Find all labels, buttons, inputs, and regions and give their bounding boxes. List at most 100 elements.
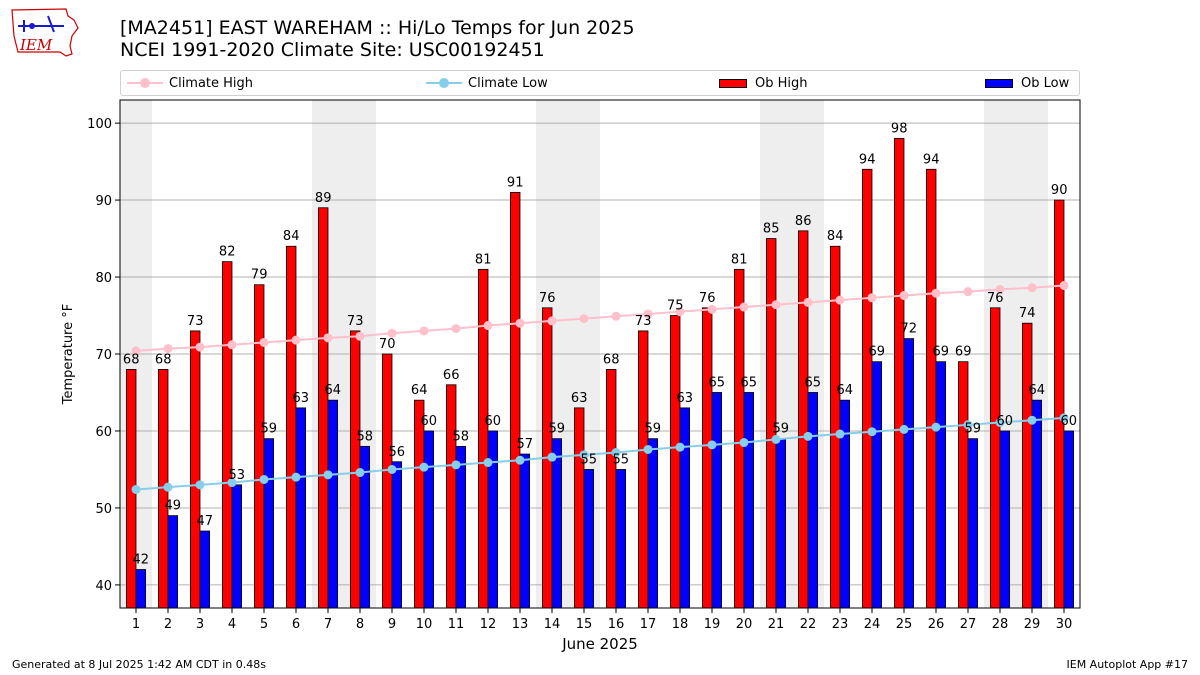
ob-low-label-day-7: 64 (325, 383, 342, 398)
ob-low-label-day-21: 59 (773, 422, 790, 437)
ob-low-bar-day-6 (295, 407, 307, 609)
ob-high-bar-day-28 (990, 307, 1001, 609)
legend-ob-low-label: Ob Low (1021, 75, 1070, 91)
ob-low-label-day-6: 63 (293, 391, 310, 406)
ob-low-label-day-18: 63 (677, 391, 694, 406)
climate-high-point-day-18 (675, 307, 685, 317)
app-id: IEM Autoplot App #17 (1066, 658, 1189, 671)
xtick-label-27: 27 (960, 617, 977, 632)
ob-high-label-day-1: 68 (123, 352, 140, 367)
legend-climate-low-label: Climate Low (468, 75, 548, 91)
ob-high-label-day-26: 94 (923, 152, 940, 167)
climate-low-point-day-30 (1059, 413, 1069, 423)
climate-high-point-day-1 (131, 346, 141, 356)
xtick-label-2: 2 (164, 617, 172, 632)
climate-low-point-day-16 (611, 448, 621, 458)
xtick-label-29: 29 (1024, 617, 1041, 632)
ob-high-bar-day-30 (1054, 199, 1065, 609)
ob-high-label-day-20: 81 (731, 252, 748, 267)
chart-legend: Climate High Climate Low Ob High Ob Low (120, 70, 1080, 96)
xtick-label-4: 4 (228, 617, 236, 632)
climate-low-point-day-23 (835, 429, 845, 439)
ob-high-label-day-7: 89 (315, 191, 332, 206)
ob-low-bar-day-22 (807, 392, 819, 609)
climate-high-point-day-4 (227, 340, 237, 350)
xtick-label-5: 5 (260, 617, 268, 632)
ytick-label-70: 70 (95, 348, 112, 363)
chart-title: [MA2451] EAST WAREHAM :: Hi/Lo Temps for… (120, 17, 635, 61)
ob-high-label-day-5: 79 (251, 268, 268, 283)
climate-low-point-day-13 (515, 455, 525, 465)
ob-low-bar-day-14 (551, 438, 563, 609)
climate-low-point-day-18 (675, 442, 685, 452)
climate-low-point-day-21 (771, 434, 781, 444)
xtick-label-30: 30 (1056, 617, 1073, 632)
ob-high-label-day-10: 64 (411, 383, 428, 398)
ob-high-bar-day-6 (285, 245, 297, 609)
ob-low-bar-day-27 (967, 438, 979, 609)
ob-low-label-day-28: 60 (997, 414, 1014, 429)
climate-low-point-day-2 (163, 482, 173, 492)
ob-low-bar-day-16 (615, 469, 627, 609)
ob-high-bar-day-24 (862, 168, 873, 609)
xtick-label-8: 8 (356, 617, 364, 632)
ob-high-label-day-13: 91 (507, 175, 524, 190)
ob-high-label-day-18: 75 (667, 299, 684, 314)
ob-high-label-day-30: 90 (1051, 183, 1068, 198)
ob-low-label-day-10: 60 (421, 414, 438, 429)
ob-low-label-day-29: 64 (1029, 383, 1046, 398)
climate-low-point-day-26 (931, 422, 941, 432)
climate-low-point-day-11 (451, 460, 461, 470)
ob-low-label-day-19: 65 (709, 375, 726, 390)
ob-high-label-day-25: 98 (891, 121, 908, 136)
climate-high-point-day-21 (771, 300, 781, 310)
xtick-label-22: 22 (800, 617, 817, 632)
ob-high-bar-day-22 (798, 230, 809, 609)
climate-high-point-day-27 (963, 287, 973, 297)
ob-low-label-day-14: 59 (549, 422, 566, 437)
xtick-label-16: 16 (608, 617, 625, 632)
climate-high-point-day-28 (995, 284, 1005, 294)
ob-high-bar-day-12 (477, 268, 489, 609)
ob-low-bar-day-9 (391, 461, 403, 609)
ob-high-bar-day-15 (574, 407, 585, 609)
ytick-label-50: 50 (95, 502, 112, 517)
xtick-label-24: 24 (864, 617, 881, 632)
y-axis-label: Temperature °F (61, 304, 76, 405)
ob-low-label-day-2: 49 (165, 499, 182, 514)
climate-high-point-day-14 (547, 316, 557, 326)
climate-low-point-day-1 (131, 484, 141, 494)
ob-low-label-day-13: 57 (517, 437, 534, 452)
climate-low-point-day-9 (387, 464, 397, 474)
climate-high-point-day-7 (323, 333, 333, 343)
xtick-label-3: 3 (196, 617, 204, 632)
climate-low-point-day-28 (995, 418, 1005, 428)
ob-low-bar-day-21 (775, 438, 787, 609)
climate-high-point-day-17 (643, 309, 653, 319)
climate-high-swatch (127, 74, 163, 92)
ob-high-label-day-21: 85 (763, 222, 780, 237)
ob-high-bar-day-11 (445, 384, 457, 609)
climate-high-point-day-8 (355, 331, 365, 341)
ob-high-bar-day-4 (221, 261, 233, 609)
ob-high-label-day-19: 76 (699, 291, 716, 306)
ob-low-label-day-8: 58 (357, 429, 374, 444)
ytick-label-40: 40 (95, 579, 112, 594)
xtick-label-13: 13 (512, 617, 529, 632)
xtick-label-6: 6 (292, 617, 300, 632)
ob-low-label-day-23: 64 (837, 383, 854, 398)
ob-high-label-day-24: 94 (859, 152, 876, 167)
climate-low-point-day-6 (291, 472, 301, 482)
ob-high-label-day-23: 84 (827, 229, 844, 244)
climate-low-point-day-19 (707, 440, 717, 450)
xtick-label-9: 9 (388, 617, 396, 632)
ob-low-bar-day-5 (263, 438, 275, 609)
legend-climate-low: Climate Low (426, 74, 548, 92)
ob-low-bar-day-17 (647, 438, 659, 609)
ob-high-label-day-22: 86 (795, 214, 812, 229)
ob-high-swatch (719, 78, 747, 88)
ob-low-label-day-26: 69 (933, 345, 950, 360)
ob-high-bar-day-27 (958, 361, 969, 609)
climate-low-point-day-7 (323, 470, 333, 480)
